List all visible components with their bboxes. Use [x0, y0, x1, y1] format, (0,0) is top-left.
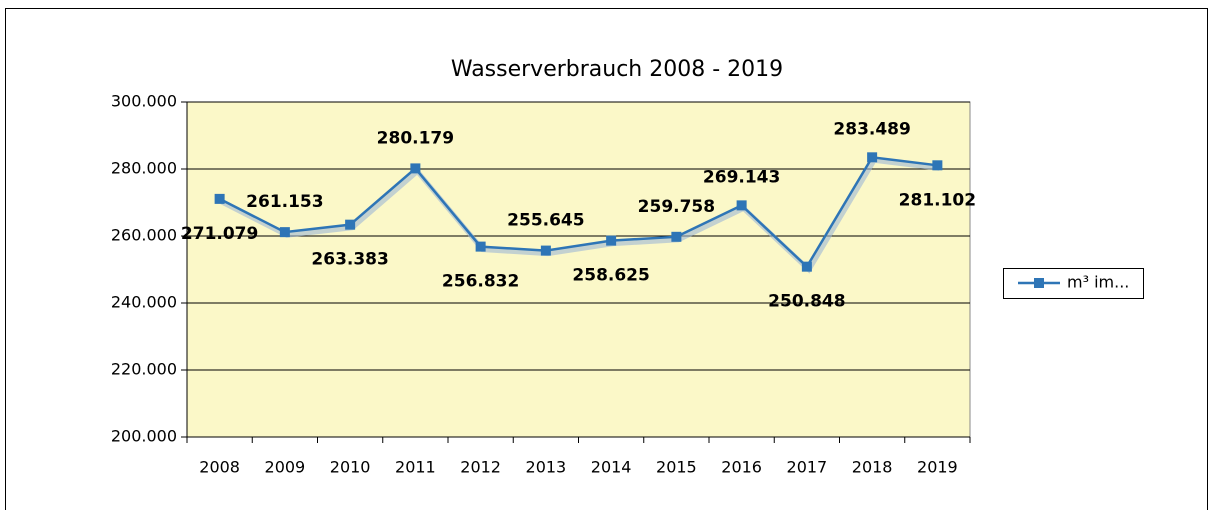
- x-tick-label: 2008: [199, 458, 240, 477]
- data-label: 263.383: [311, 250, 388, 270]
- legend-marker: [1034, 278, 1044, 288]
- x-tick-label: 2016: [721, 458, 762, 477]
- x-tick-label: 2017: [787, 458, 828, 477]
- data-label: 280.179: [377, 128, 454, 148]
- marker: [475, 241, 486, 252]
- marker: [867, 152, 878, 163]
- marker: [736, 200, 747, 211]
- data-label: 281.102: [899, 190, 976, 210]
- y-tick-label: 200.000: [111, 427, 177, 446]
- y-tick-label: 300.000: [111, 92, 177, 111]
- data-label: 271.079: [181, 224, 258, 244]
- marker: [410, 163, 421, 174]
- chart-title: Wasserverbrauch 2008 - 2019: [451, 57, 783, 82]
- x-tick-label: 2012: [460, 458, 501, 477]
- y-tick-label: 220.000: [111, 360, 177, 379]
- x-tick-label: 2010: [330, 458, 371, 477]
- x-tick-label: 2019: [917, 458, 958, 477]
- data-label: 269.143: [703, 167, 780, 187]
- data-label: 256.832: [442, 272, 519, 292]
- data-label: 258.625: [572, 266, 649, 286]
- y-tick-label: 240.000: [111, 293, 177, 312]
- marker: [279, 227, 290, 238]
- marker: [932, 160, 943, 171]
- line: [219, 155, 938, 269]
- legend-label: m³ im...: [1067, 273, 1129, 292]
- data-label: 259.758: [638, 197, 715, 217]
- y-tick-label: 280.000: [111, 159, 177, 178]
- x-tick-label: 2009: [265, 458, 306, 477]
- data-label: 261.153: [246, 192, 323, 212]
- y-tick-label: 260.000: [111, 226, 177, 245]
- plot-area: [186, 101, 971, 438]
- x-tick-label: 2014: [591, 458, 632, 477]
- data-label: 250.848: [768, 292, 845, 312]
- x-tick-label: 2011: [395, 458, 436, 477]
- x-tick-label: 2018: [852, 458, 893, 477]
- marker: [540, 245, 551, 256]
- marker: [345, 219, 356, 230]
- data-label: 255.645: [507, 211, 584, 231]
- x-tick-label: 2015: [656, 458, 697, 477]
- marker: [214, 193, 225, 204]
- x-tick-label: 2013: [526, 458, 567, 477]
- line-shadow: [220, 157, 940, 274]
- marker: [801, 261, 812, 272]
- data-label: 283.489: [833, 119, 910, 139]
- marker: [606, 235, 617, 246]
- marker: [671, 231, 682, 242]
